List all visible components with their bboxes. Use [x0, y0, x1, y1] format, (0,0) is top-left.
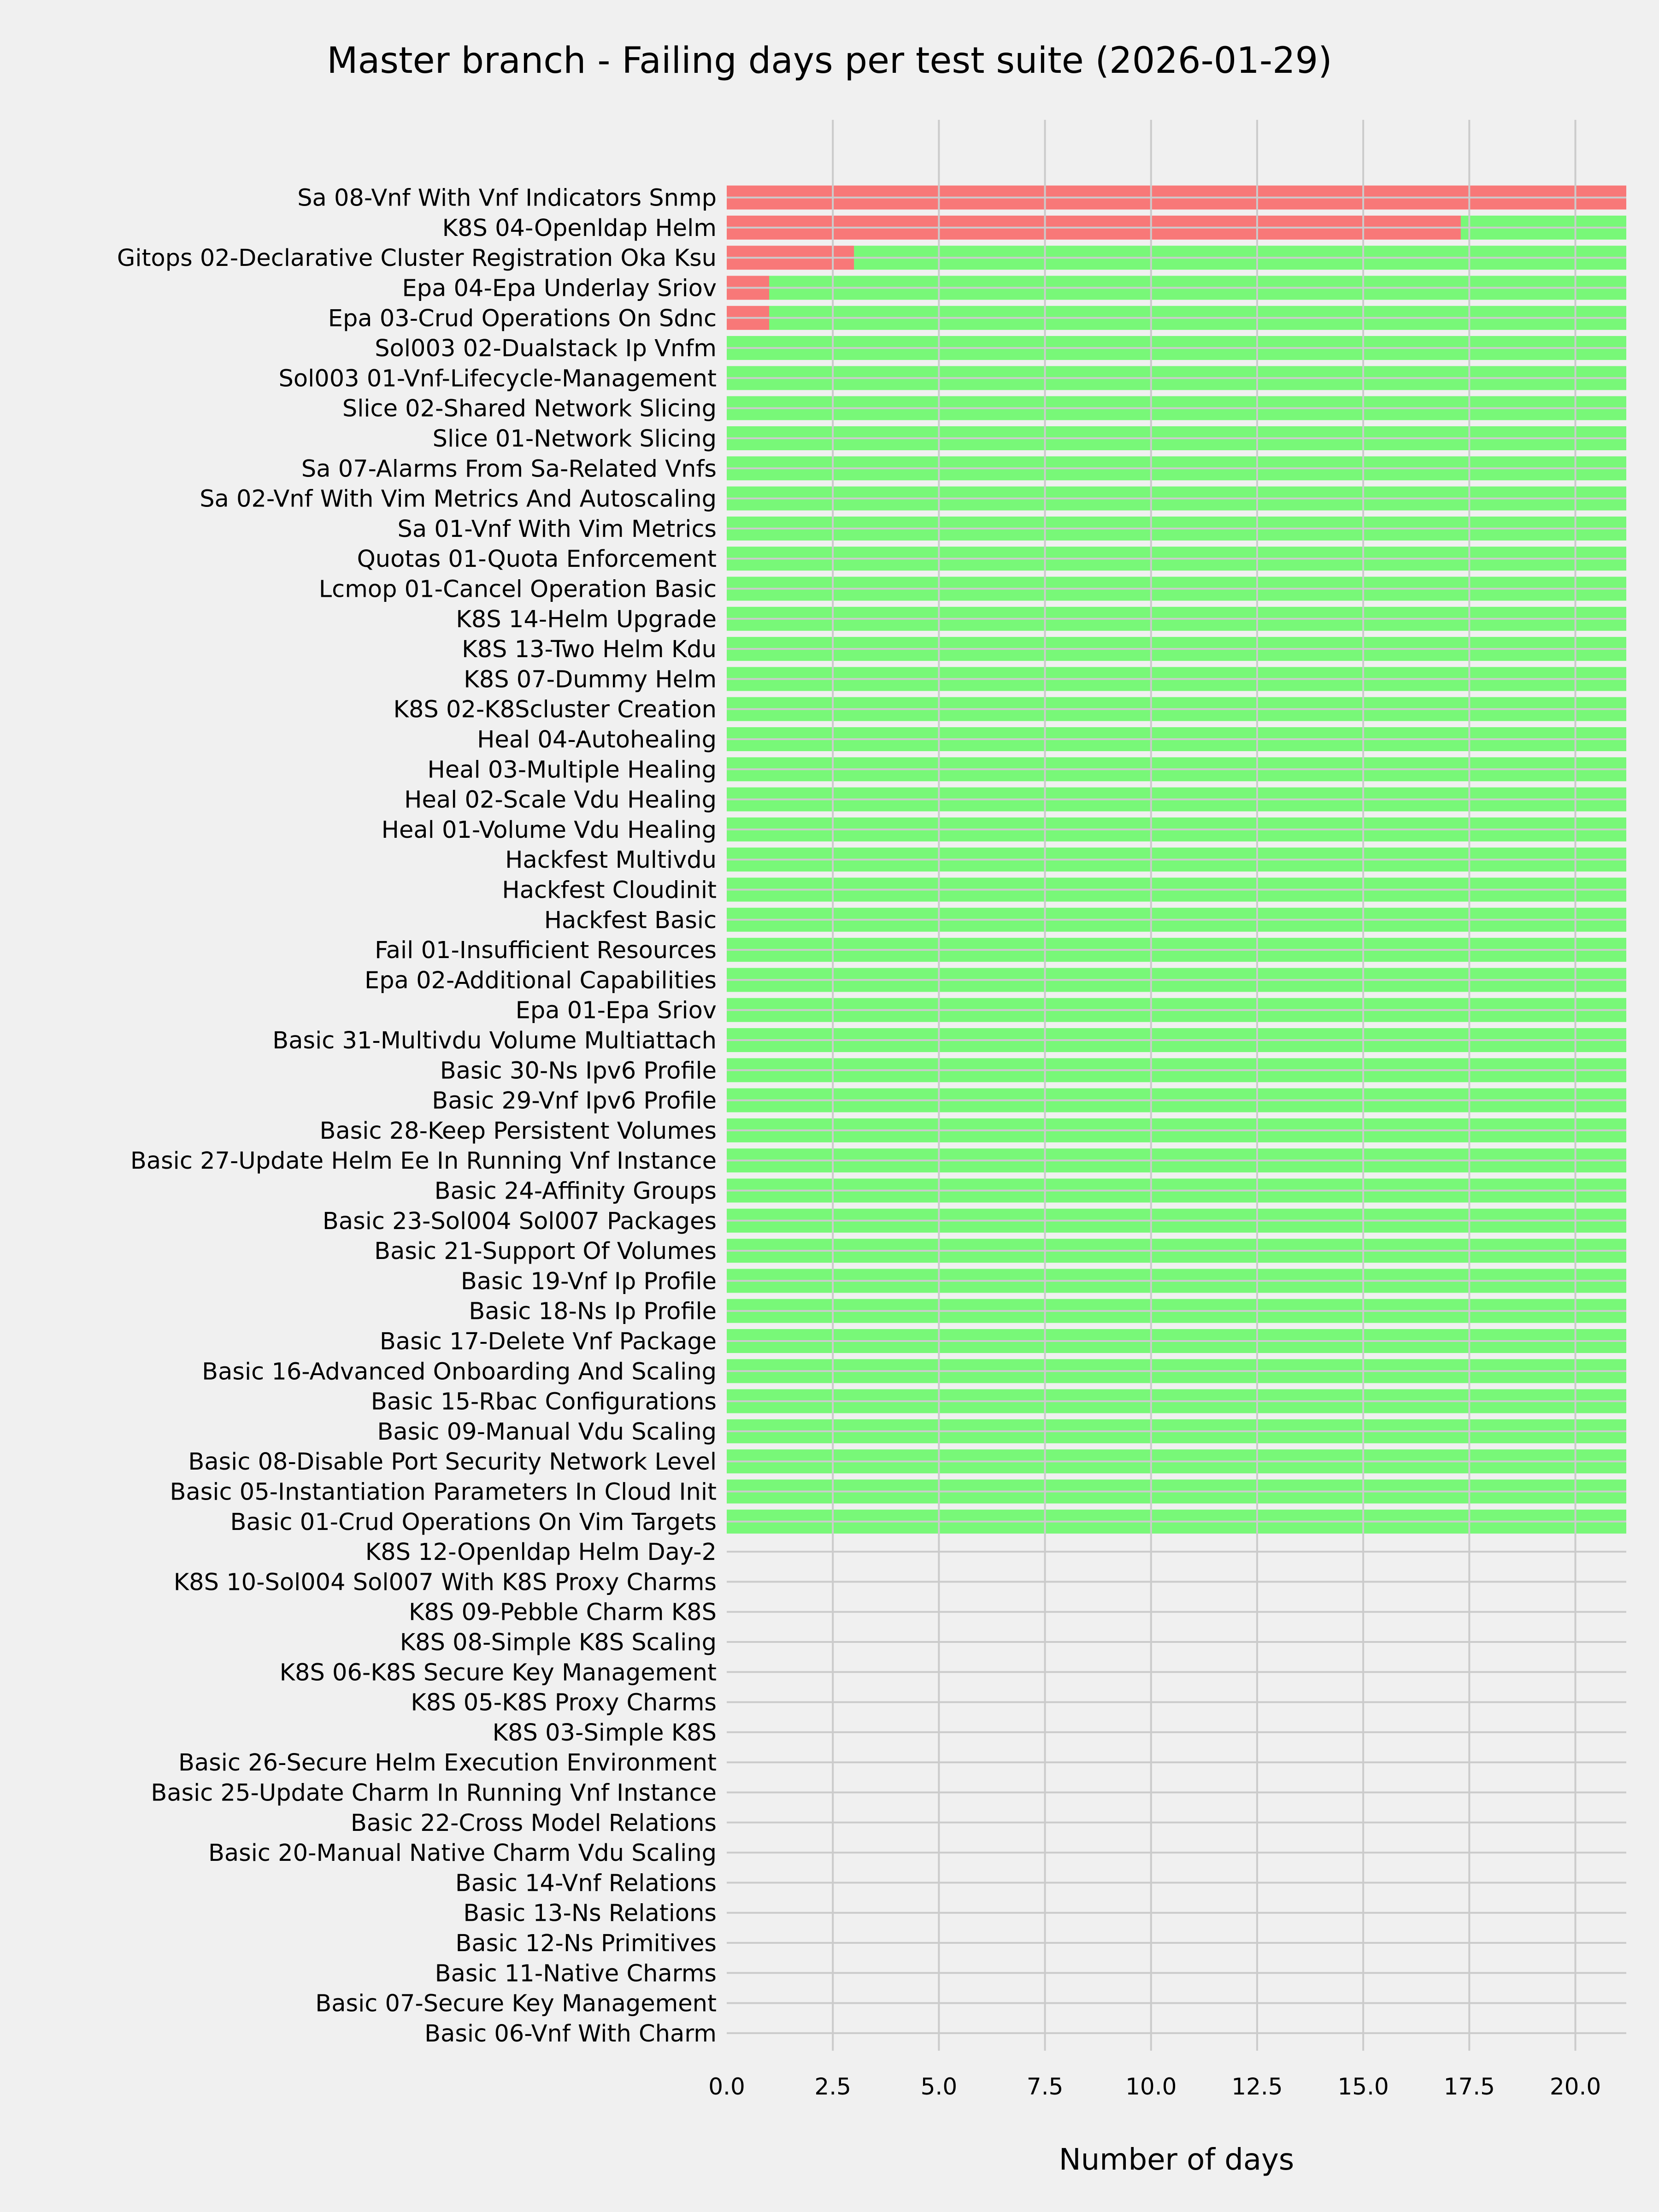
y-tick-label: Basic 20-Manual Native Charm Vdu Scaling — [208, 1840, 717, 1867]
chart-title: Master branch - Failing days per test su… — [327, 40, 1332, 82]
y-tick-label: Heal 03-Multiple Healing — [428, 756, 717, 783]
y-tick-label: Heal 01-Volume Vdu Healing — [382, 817, 717, 844]
y-tick-label: Sa 07-Alarms From Sa-Related Vnfs — [301, 455, 717, 482]
y-tick-label: Basic 27-Update Helm Ee In Running Vnf I… — [130, 1147, 717, 1175]
y-tick-label: K8S 13-Two Helm Kdu — [462, 636, 717, 663]
y-tick-label: Basic 01-Crud Operations On Vim Targets — [230, 1509, 717, 1536]
y-tick-label: Gitops 02-Declarative Cluster Registrati… — [117, 245, 717, 272]
y-tick-label: Slice 02-Shared Network Slicing — [342, 395, 717, 423]
y-tick-label: Basic 24-Affinity Groups — [435, 1178, 717, 1205]
y-tick-label: K8S 09-Pebble Charm K8S — [409, 1599, 717, 1626]
y-tick-label: Sa 02-Vnf With Vim Metrics And Autoscali… — [200, 486, 717, 513]
y-tick-label: Epa 03-Crud Operations On Sdnc — [328, 305, 717, 332]
x-tick-label: 7.5 — [1027, 2073, 1064, 2100]
y-tick-label: K8S 14-Helm Upgrade — [456, 606, 717, 633]
y-tick-label: Quotas 01-Quota Enforcement — [357, 546, 717, 573]
y-tick-label: K8S 06-K8S Secure Key Management — [280, 1659, 717, 1686]
y-tick-label: Basic 13-Ns Relations — [463, 1900, 717, 1927]
x-tick-label: 20.0 — [1550, 2073, 1601, 2100]
y-tick-label: Basic 18-Ns Ip Profile — [469, 1298, 717, 1325]
y-tick-label: Sol003 01-Vnf-Lifecycle-Management — [279, 365, 717, 392]
x-tick-label: 17.5 — [1444, 2073, 1495, 2100]
y-tick-label: Basic 11-Native Charms — [435, 1960, 717, 1987]
y-tick-label: Slice 01-Network Slicing — [433, 425, 717, 453]
y-tick-label: Hackfest Cloudinit — [502, 877, 717, 904]
y-tick-label: Basic 16-Advanced Onboarding And Scaling — [202, 1358, 717, 1385]
x-tick-labels: 0.0 2.5 5.0 7.5 10.0 12.5 15.0 17.5 20.0 — [708, 2073, 1601, 2100]
y-tick-label: Basic 31-Multivdu Volume Multiattach — [272, 1027, 717, 1054]
y-tick-label: Basic 15-Rbac Configurations — [371, 1388, 717, 1416]
x-tick-label: 12.5 — [1231, 2073, 1282, 2100]
y-tick-label: Lcmop 01-Cancel Operation Basic — [319, 576, 717, 603]
y-tick-label: Basic 17-Delete Vnf Package — [380, 1328, 717, 1355]
y-tick-label: Epa 01-Epa Sriov — [516, 997, 717, 1024]
y-tick-label: K8S 07-Dummy Helm — [464, 666, 717, 693]
y-tick-label: Epa 04-Epa Underlay Sriov — [402, 275, 717, 302]
y-tick-label: Basic 12-Ns Primitives — [455, 1930, 717, 1957]
x-tick-label: 0.0 — [708, 2073, 745, 2100]
y-tick-label: Basic 19-Vnf Ip Profile — [461, 1268, 717, 1295]
y-tick-label: K8S 04-Openldap Helm — [442, 215, 717, 242]
y-tick-label: Hackfest Basic — [544, 907, 717, 934]
x-tick-label: 15.0 — [1337, 2073, 1388, 2100]
y-tick-label: Basic 05-Instantiation Parameters In Clo… — [170, 1479, 717, 1506]
y-tick-labels: Sa 08-Vnf With Vnf Indicators Snmp K8S 04… — [117, 185, 717, 2047]
y-tick-label: Basic 29-Vnf Ipv6 Profile — [432, 1088, 717, 1115]
x-tick-label: 10.0 — [1125, 2073, 1177, 2100]
y-tick-label: Basic 26-Secure Helm Execution Environme… — [178, 1749, 717, 1777]
y-tick-label: Sa 01-Vnf With Vim Metrics — [398, 516, 717, 543]
y-tick-label: Epa 02-Additional Capabilities — [365, 967, 717, 994]
y-tick-label: Basic 14-Vnf Relations — [455, 1870, 717, 1897]
y-tick-label: K8S 05-K8S Proxy Charms — [411, 1689, 717, 1717]
y-tick-label: Basic 28-Keep Persistent Volumes — [319, 1118, 717, 1145]
x-tick-label: 2.5 — [814, 2073, 851, 2100]
y-tick-label: Hackfest Multivdu — [505, 847, 717, 874]
y-tick-label: K8S 02-K8Scluster Creation — [394, 696, 717, 724]
y-tick-label: Basic 25-Update Charm In Running Vnf Ins… — [151, 1780, 717, 1807]
y-tick-label: Sol003 02-Dualstack Ip Vnfm — [375, 335, 717, 362]
x-axis-label: Number of days — [1059, 2143, 1294, 2177]
y-tick-label: Fail 01-Insufficient Resources — [375, 937, 717, 964]
x-tick-label: 5.0 — [921, 2073, 958, 2100]
y-tick-label: Heal 04-Autohealing — [477, 726, 717, 753]
y-tick-label: K8S 12-Openldap Helm Day-2 — [365, 1539, 717, 1566]
y-tick-label: Sa 08-Vnf With Vnf Indicators Snmp — [297, 185, 717, 212]
y-tick-label: K8S 10-Sol004 Sol007 With K8S Proxy Char… — [174, 1569, 717, 1596]
y-tick-label: Basic 07-Secure Key Management — [315, 1990, 717, 2018]
y-tick-label: Basic 09-Manual Vdu Scaling — [377, 1418, 717, 1446]
y-tick-label: Basic 08-Disable Port Security Network L… — [188, 1448, 717, 1476]
y-tick-label: Basic 23-Sol004 Sol007 Packages — [323, 1208, 717, 1235]
y-tick-label: Basic 30-Ns Ipv6 Profile — [440, 1057, 717, 1084]
y-tick-label: K8S 08-Simple K8S Scaling — [400, 1629, 717, 1656]
y-tick-label: Basic 06-Vnf With Charm — [424, 2020, 717, 2047]
y-tick-label: Basic 21-Support Of Volumes — [374, 1238, 717, 1265]
gridlines — [727, 120, 1626, 2051]
y-tick-label: Basic 22-Cross Model Relations — [351, 1810, 717, 1837]
y-tick-label: Heal 02-Scale Vdu Healing — [404, 787, 717, 814]
y-tick-label: K8S 03-Simple K8S — [493, 1719, 717, 1747]
